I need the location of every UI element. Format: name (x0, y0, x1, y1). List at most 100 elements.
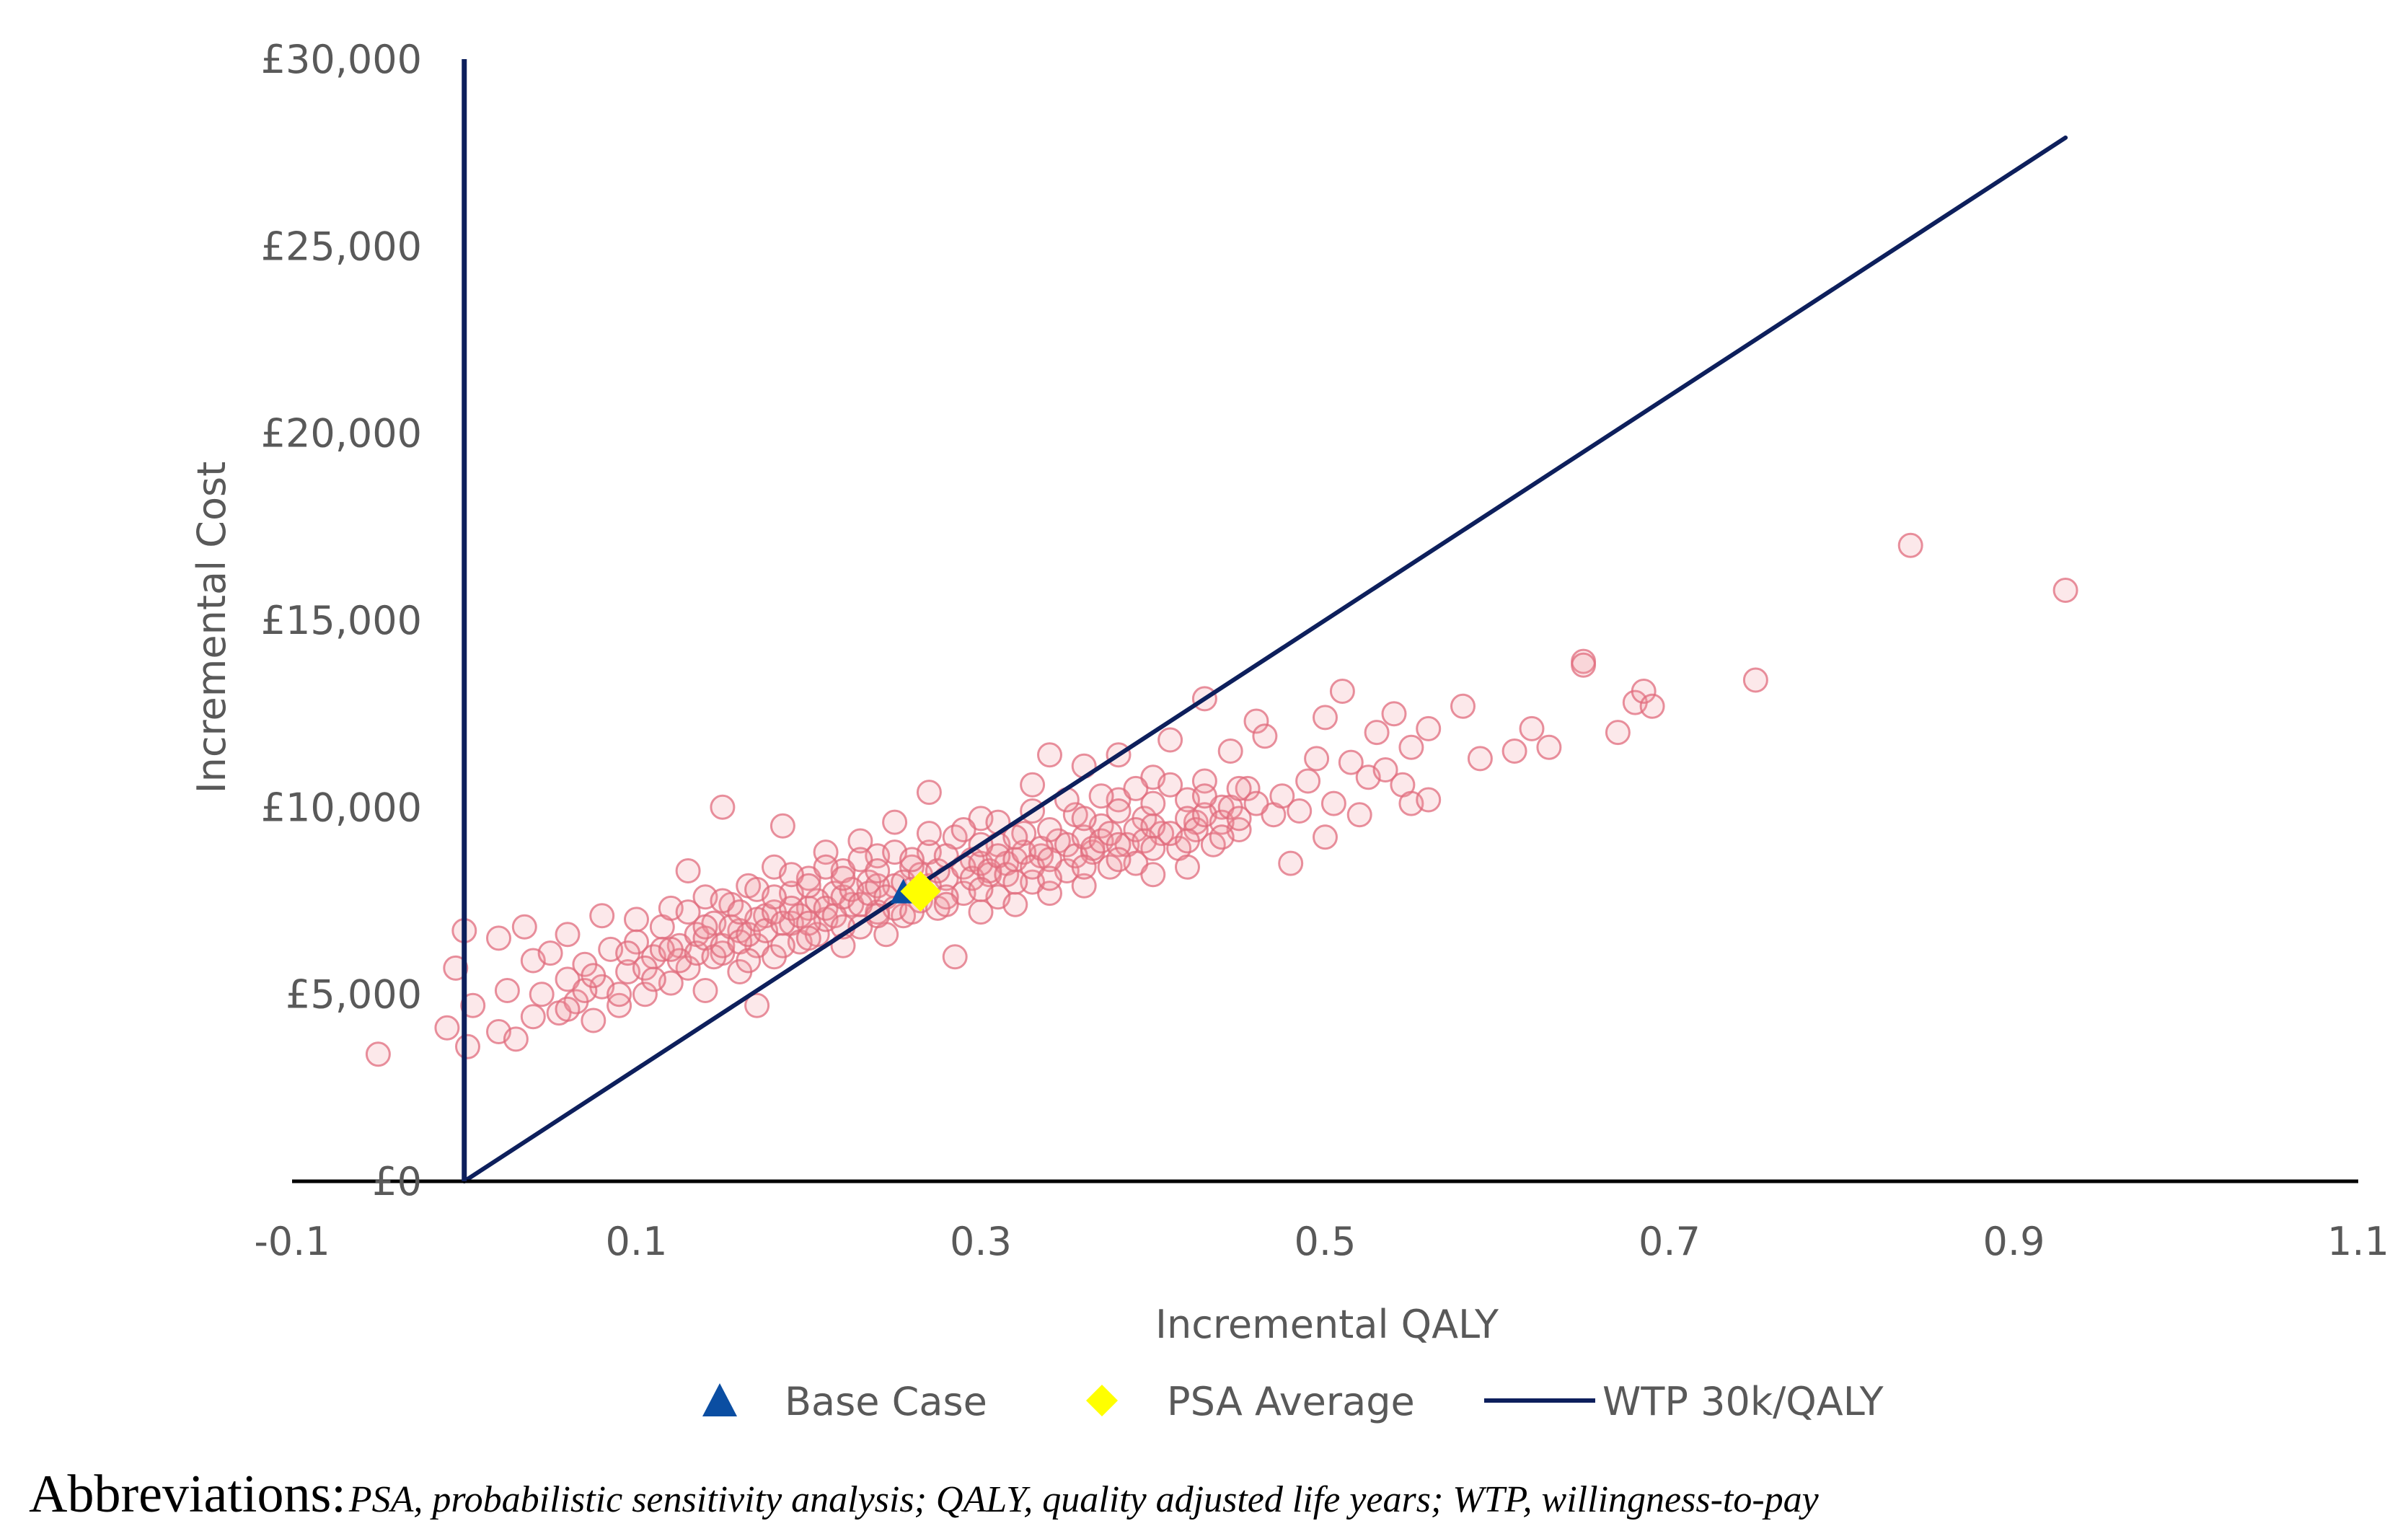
psa-point (1037, 847, 1062, 873)
psa-point (1295, 768, 1321, 794)
psa-point (1209, 824, 1235, 850)
x-tick-label: 0.7 (1639, 1219, 1701, 1264)
psa-point (503, 1026, 529, 1052)
psa-point (1002, 824, 1028, 850)
x-tick-label: 0.1 (606, 1219, 668, 1264)
psa-point (1071, 873, 1097, 899)
psa-point (615, 940, 641, 966)
psa-point (769, 932, 795, 958)
psa-point (1346, 802, 1372, 828)
psa-point (455, 1033, 480, 1059)
psa-point (511, 914, 537, 940)
psa-point (555, 922, 581, 948)
psa-point (1020, 772, 1046, 798)
psa-point (1639, 693, 1665, 719)
psa-point (1037, 817, 1062, 842)
psa-point (736, 948, 762, 974)
psa-point (581, 963, 607, 989)
psa-point (1140, 862, 1166, 888)
psa-point (520, 1004, 546, 1030)
psa-point (968, 876, 994, 902)
psa-point (1381, 701, 1407, 727)
psa-point (1536, 734, 1562, 760)
psa-point (640, 966, 666, 992)
y-tick-label: £10,000 (261, 785, 422, 830)
psa-point (624, 907, 649, 932)
y-tick-label: £25,000 (261, 224, 422, 269)
psa-point (1287, 798, 1313, 824)
psa-point (1313, 824, 1338, 850)
legend-base-case-marker (702, 1383, 737, 1416)
psa-point (581, 1007, 607, 1033)
psa-point (1226, 775, 1252, 801)
x-tick-label: 0.9 (1983, 1219, 2045, 1264)
psa-point (865, 858, 891, 883)
psa-point (744, 992, 770, 1018)
y-axis-title: Incremental Cost (189, 462, 234, 794)
psa-point (1450, 693, 1476, 719)
psa-point (1088, 783, 1114, 809)
psa-point (899, 847, 925, 873)
psa-point (1175, 854, 1200, 880)
y-tick-label: £0 (372, 1159, 422, 1204)
psa-point (882, 809, 908, 835)
psa-point (727, 899, 753, 925)
legend-base-case-label: Base Case (785, 1379, 987, 1424)
psa-point (572, 978, 598, 1003)
psa-point (1501, 738, 1527, 764)
psa-point (795, 925, 821, 951)
psa-point (1140, 835, 1166, 861)
psa-point (1123, 775, 1149, 801)
psa-point (762, 884, 787, 910)
footnote-text: PSA, probabilistic sensitivity analysis;… (348, 1479, 1819, 1520)
psa-point (1071, 806, 1097, 832)
psa-point (1605, 720, 1631, 746)
psa-point (1398, 734, 1424, 760)
psa-point (710, 794, 736, 820)
psa-point (1329, 679, 1355, 704)
y-tick-label: £30,000 (261, 37, 422, 82)
psa-point (1304, 746, 1330, 772)
psa-point (1106, 798, 1132, 824)
psa-point (1037, 742, 1062, 768)
psa-point (1320, 790, 1346, 816)
x-tick-label: 1.1 (2327, 1219, 2389, 1264)
psa-point (1243, 708, 1269, 734)
psa-point (1252, 723, 1278, 749)
psa-point (847, 828, 873, 854)
psa-point (1226, 806, 1252, 832)
psa-point (1157, 727, 1183, 753)
psa-point (1416, 787, 1442, 813)
y-tick-label: £15,000 (261, 598, 422, 643)
psa-point (942, 944, 968, 970)
axes-group (292, 59, 2358, 1183)
psa-point (1243, 790, 1269, 816)
psa-point (1002, 891, 1028, 917)
wtp-threshold-line (462, 135, 2068, 1183)
psa-point (1278, 850, 1304, 876)
psa-average-marker (900, 871, 941, 912)
psa-point (434, 1015, 460, 1041)
psa-point (675, 858, 701, 883)
psa-point (916, 821, 942, 847)
psa-point (1519, 715, 1545, 741)
psa-point (1364, 720, 1390, 746)
psa-point (1269, 783, 1295, 809)
psa-point (1235, 775, 1261, 801)
psa-point (769, 813, 795, 839)
psa-point (951, 817, 976, 842)
y-tick-label: £20,000 (261, 411, 422, 457)
psa-point (1571, 652, 1597, 678)
psa-point (1416, 715, 1442, 741)
psa-point (1217, 738, 1243, 764)
psa-point (830, 865, 856, 891)
psa-point (1106, 847, 1132, 873)
psa-point (529, 982, 555, 1007)
psa-point (365, 1041, 391, 1067)
psa-point (555, 996, 581, 1022)
psa-point (1372, 757, 1398, 782)
psa-point (916, 780, 942, 806)
psa-point (1742, 667, 1768, 693)
psa-point (537, 940, 563, 966)
